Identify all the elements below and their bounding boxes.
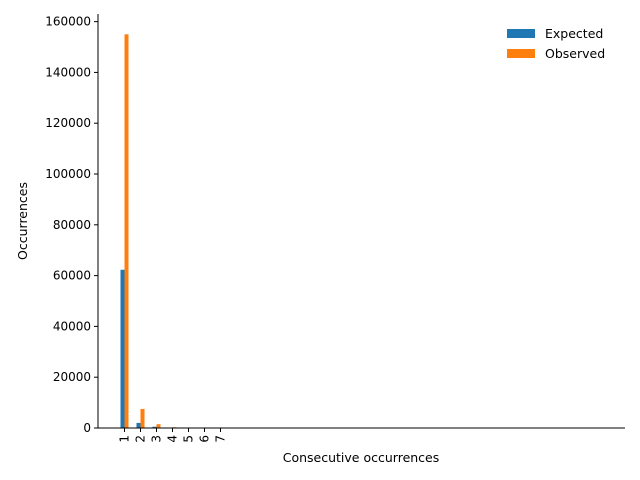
x-tick-label: 7: [214, 435, 228, 443]
legend-label-expected: Expected: [545, 26, 603, 41]
legend-label-observed: Observed: [545, 46, 605, 61]
legend: Expected Observed: [507, 26, 605, 61]
y-tick-label: 60000: [53, 269, 91, 283]
x-tick-label: 3: [150, 435, 164, 443]
bar-observed-3: [156, 424, 161, 428]
y-tick-label: 0: [83, 421, 91, 435]
bar-expected-1: [120, 269, 125, 428]
y-tick-label: 140000: [45, 65, 91, 79]
x-tick-label: 1: [118, 435, 132, 443]
y-tick-label: 20000: [53, 370, 91, 384]
bar-observed-1: [124, 34, 129, 428]
x-tick-label: 6: [198, 435, 212, 443]
bar-observed-2: [140, 408, 145, 428]
y-tick-label: 120000: [45, 116, 91, 130]
x-tick-label: 5: [182, 435, 196, 443]
y-axis-title: Occurrences: [15, 182, 30, 260]
bars-group: [120, 34, 225, 428]
y-tick-label: 40000: [53, 319, 91, 333]
x-axis-title: Consecutive occurrences: [283, 450, 440, 465]
bar-expected-2: [136, 422, 141, 428]
x-tick-label: 2: [134, 435, 148, 443]
legend-swatch-observed: [507, 49, 535, 58]
x-tick-label: 4: [166, 435, 180, 443]
y-axis-ticks: 0 20000 40000 60000 80000 100000 120000 140000 1…: [45, 15, 98, 435]
legend-swatch-expected: [507, 29, 535, 38]
y-tick-label: 80000: [53, 218, 91, 232]
y-tick-label: 100000: [45, 167, 91, 181]
bar-expected-3: [152, 426, 157, 428]
y-tick-label: 160000: [45, 15, 91, 29]
